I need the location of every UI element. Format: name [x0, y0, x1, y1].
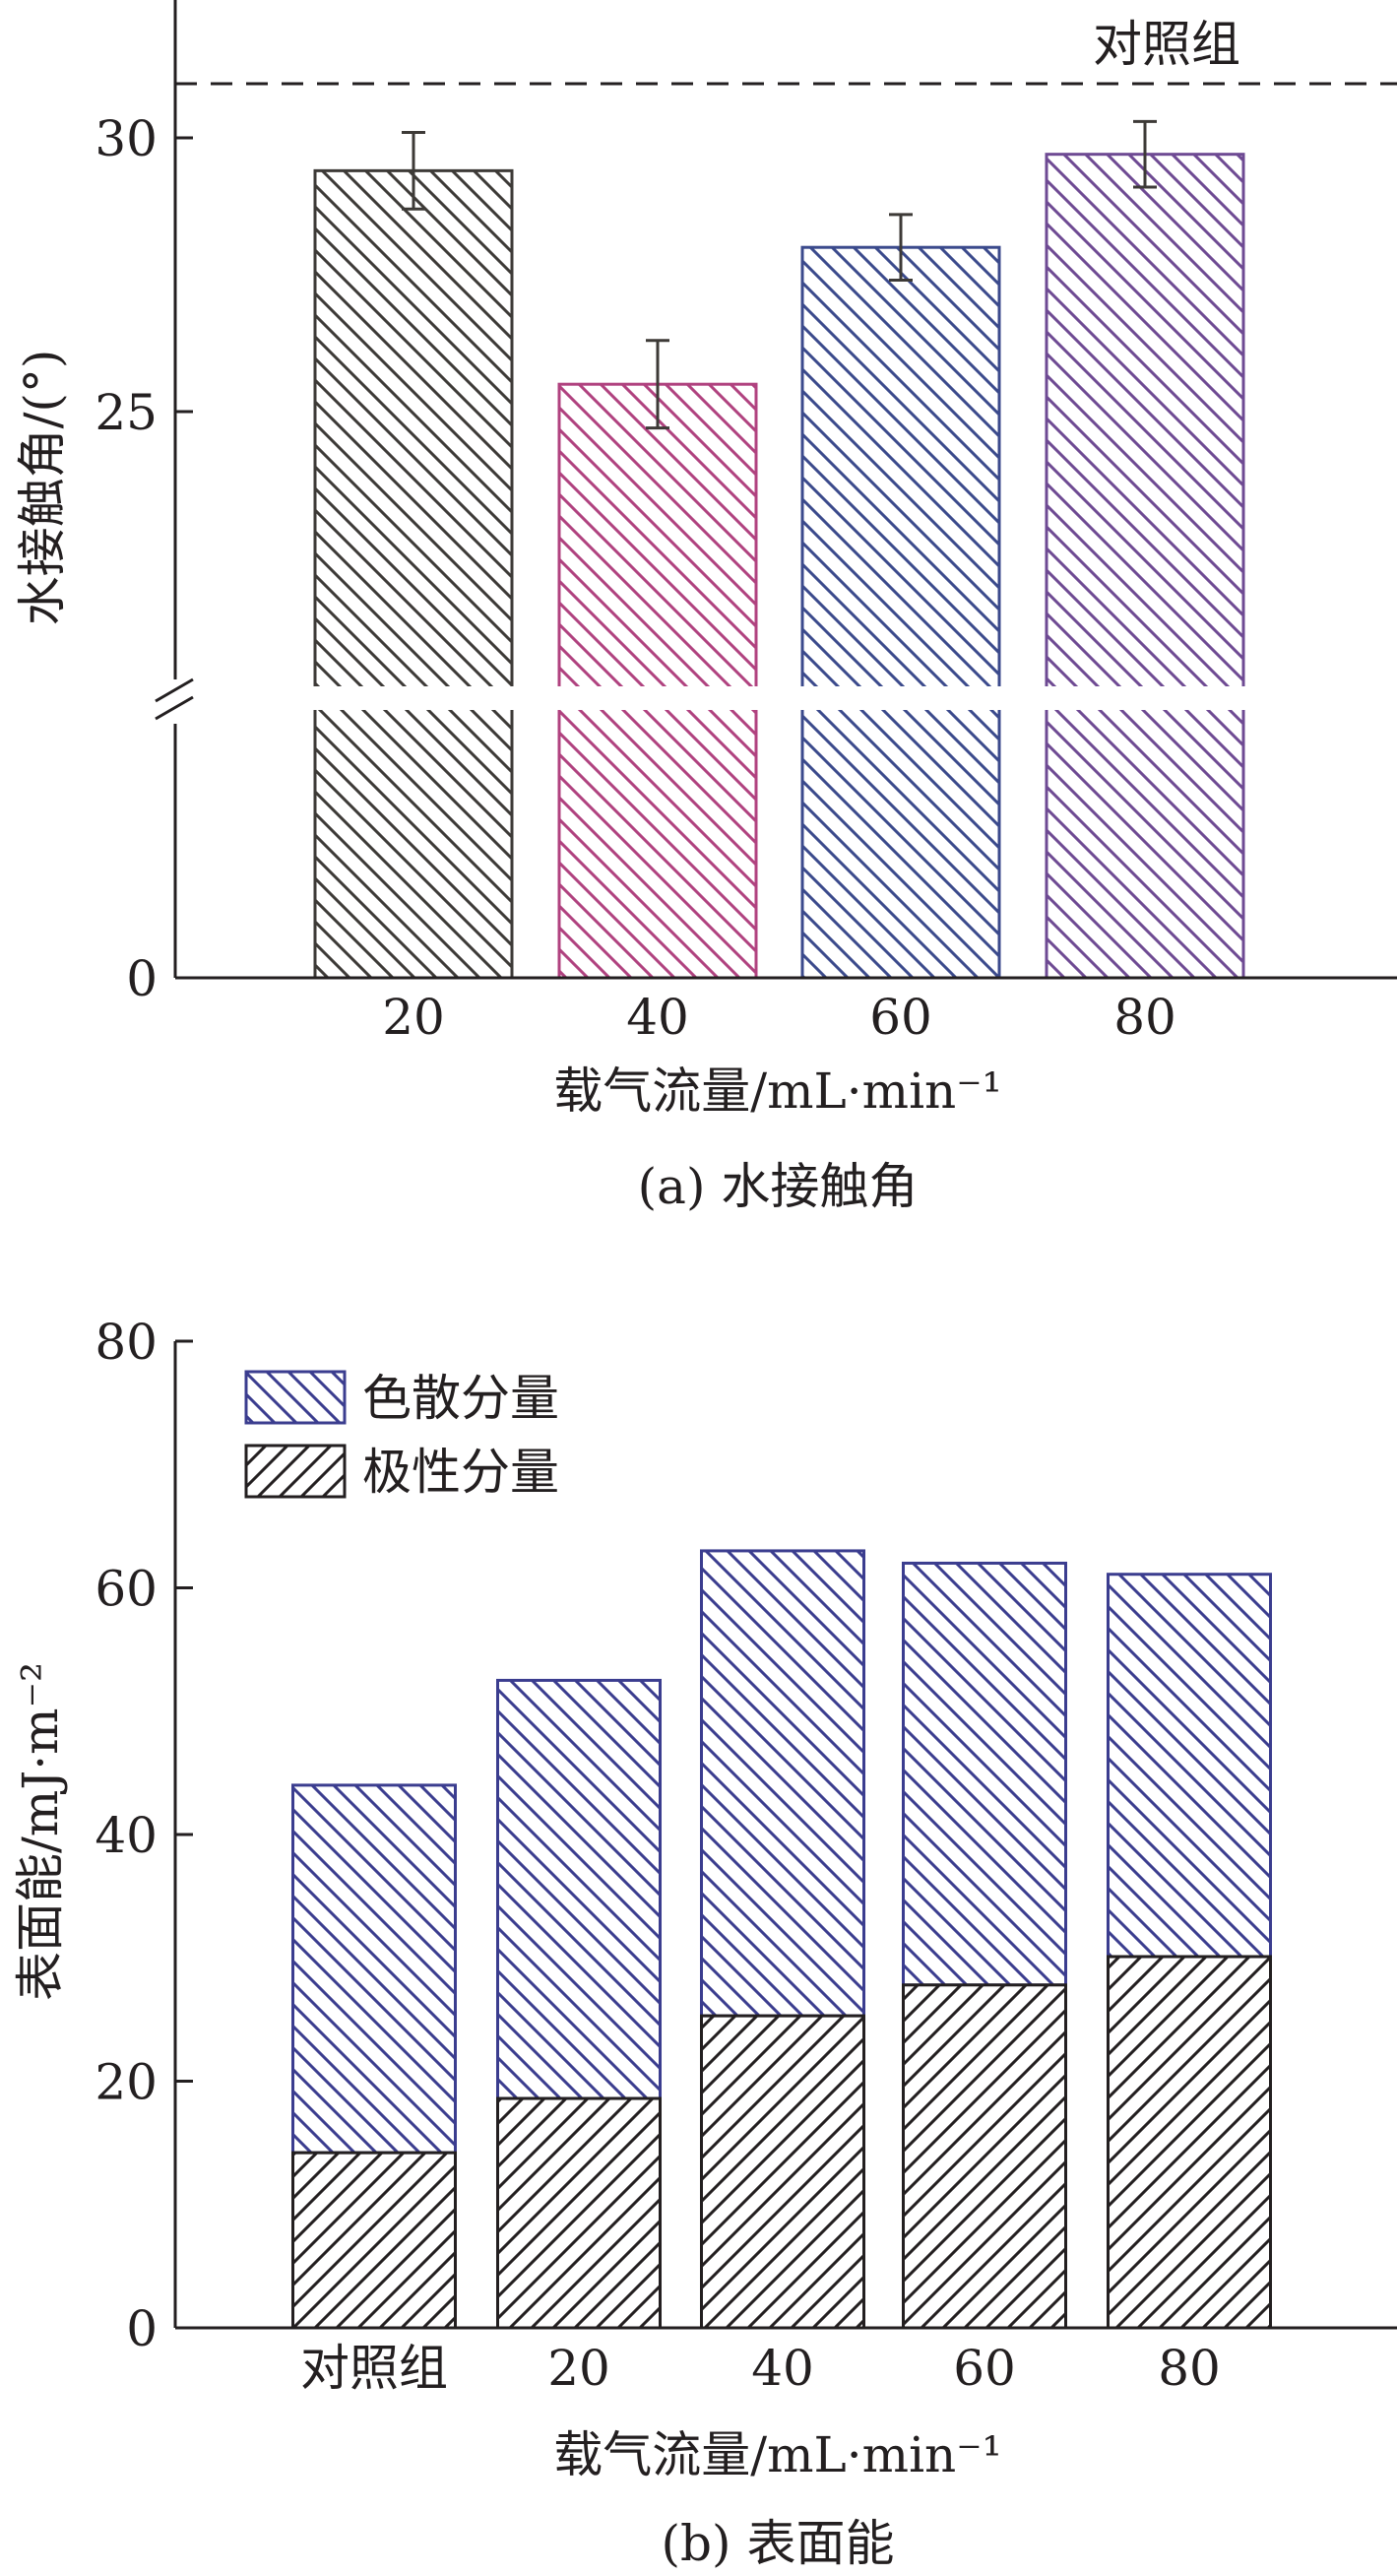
y-tick-label: 80	[95, 1314, 158, 1371]
chart-a-axes	[148, 0, 1397, 980]
bar-60	[800, 245, 1001, 980]
chart-a-y-ticks: 30 25 0	[95, 110, 193, 1007]
bar-40	[557, 382, 758, 980]
bar-dispersion-20	[496, 1678, 662, 2100]
chart-b-y-ticks: 0 20 40 60 80	[95, 1314, 193, 2357]
y-tick-label: 0	[126, 2300, 158, 2357]
chart-a-error-bars	[402, 119, 1157, 430]
x-tick-label: 20	[547, 2340, 610, 2397]
x-tick-label: 20	[382, 989, 445, 1046]
x-tick-label: 40	[751, 2340, 814, 2397]
chart-b-caption: (b) 表面能	[662, 2515, 895, 2572]
legend-label-dispersion: 色散分量	[362, 1370, 559, 1427]
chart-a-x-tick-labels: 20 40 60 80	[382, 989, 1176, 1046]
y-tick-label: 0	[126, 950, 158, 1007]
y-tick-label: 30	[95, 110, 158, 167]
chart-b-x-tick-labels: 对照组 20 40 60 80	[300, 2340, 1221, 2397]
bar-dispersion-60	[902, 1561, 1067, 1987]
bar-polar-20	[496, 2096, 662, 2330]
x-tick-label: 40	[626, 989, 689, 1046]
legend-swatch-polar	[244, 1444, 347, 1499]
chart-a-break-gap	[148, 686, 1397, 710]
bar-dispersion-对照组	[291, 1783, 457, 2155]
chart-a-break-mark-1	[155, 677, 194, 703]
bar-polar-40	[700, 2014, 865, 2330]
bar-dispersion-40	[700, 1549, 865, 2018]
chart-water-contact-angle: 30 25 0 20 40 60 80 对照组 水接触角/(°) 载气流量/mL·mi…	[14, 0, 1397, 1215]
reference-line-label: 对照组	[1093, 16, 1240, 73]
bar-dispersion-80	[1107, 1573, 1272, 1959]
chart-a-x-axis-title: 载气流量/mL·min⁻¹	[553, 1063, 1001, 1120]
x-tick-label: 80	[1158, 2340, 1221, 2397]
bar-polar-80	[1107, 1955, 1272, 2330]
bar-polar-60	[902, 1983, 1067, 2330]
chart-b-legend: 色散分量 极性分量	[244, 1370, 559, 1501]
x-tick-label: 80	[1113, 989, 1176, 1046]
chart-b-x-axis-title: 载气流量/mL·min⁻¹	[553, 2426, 1001, 2483]
chart-a-caption: (a) 水接触角	[638, 1158, 919, 1215]
chart-surface-energy: 0 20 40 60 80 对照组 20 40 60 80 色散分量 极性分量 表面能/mJ·m…	[12, 1314, 1397, 2572]
chart-a-break-mark-2	[155, 695, 194, 721]
legend-swatch-dispersion	[244, 1370, 347, 1425]
y-tick-label: 40	[95, 1807, 158, 1864]
bar-polar-对照组	[291, 2151, 457, 2330]
chart-b-y-axis-title: 表面能/mJ·m⁻²	[12, 1662, 69, 2001]
x-tick-label: 60	[869, 989, 932, 1046]
x-tick-label: 60	[953, 2340, 1016, 2397]
x-tick-label: 对照组	[300, 2340, 448, 2397]
bar-80	[1045, 153, 1245, 980]
y-tick-label: 20	[95, 2054, 158, 2111]
legend-label-polar: 极性分量	[362, 1444, 559, 1501]
chart-a-y-axis-title: 水接触角/(°)	[14, 350, 71, 626]
y-tick-label: 60	[95, 1561, 158, 1618]
y-tick-label: 25	[95, 384, 158, 441]
bar-20	[313, 168, 514, 980]
chart-a-bars	[313, 153, 1245, 980]
chart-b-bars	[291, 1549, 1272, 2330]
